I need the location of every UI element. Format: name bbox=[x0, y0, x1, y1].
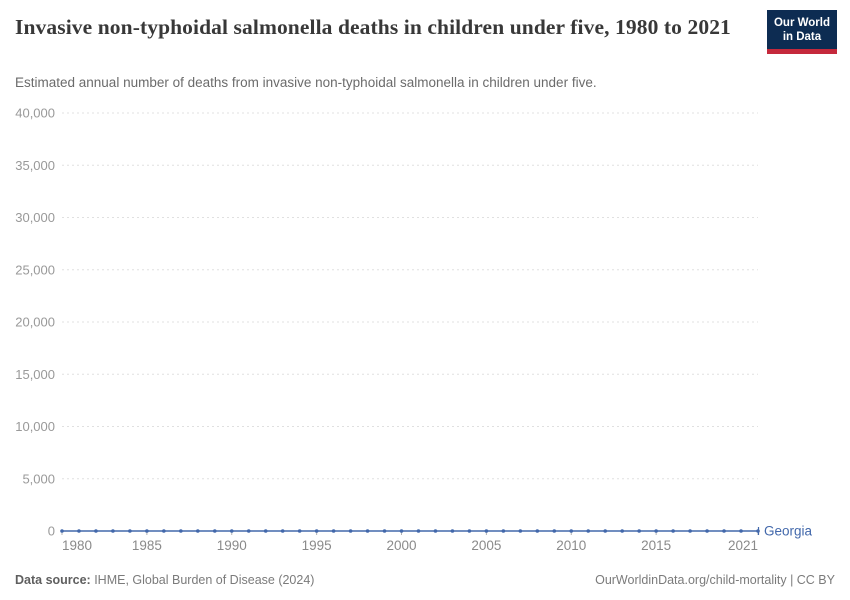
x-axis-tick-label: 2010 bbox=[556, 538, 586, 553]
x-axis-tick-label: 2005 bbox=[471, 538, 501, 553]
data-point bbox=[501, 529, 506, 533]
data-point bbox=[586, 529, 591, 533]
data-point bbox=[467, 529, 472, 533]
data-point bbox=[518, 529, 523, 533]
y-axis-tick-label: 35,000 bbox=[15, 158, 55, 173]
data-point bbox=[128, 529, 132, 533]
y-axis-tick-label: 15,000 bbox=[15, 367, 55, 382]
data-point bbox=[348, 529, 353, 533]
chart-title: Invasive non-typhoidal salmonella deaths… bbox=[15, 15, 731, 39]
data-point bbox=[535, 529, 540, 533]
data-point bbox=[739, 529, 743, 533]
data-point bbox=[229, 529, 234, 533]
x-axis-tick-label: 2000 bbox=[386, 538, 416, 553]
data-source: Data source: IHME, Global Burden of Dise… bbox=[15, 573, 314, 587]
data-point bbox=[365, 529, 370, 533]
x-axis-tick-label: 1995 bbox=[302, 538, 332, 553]
data-source-value: IHME, Global Burden of Disease (2024) bbox=[90, 573, 315, 587]
data-point bbox=[94, 529, 98, 533]
y-axis-tick-label: 0 bbox=[48, 524, 55, 539]
x-axis-tick-label: 1985 bbox=[132, 538, 162, 553]
x-axis-tick-label: 2015 bbox=[641, 538, 671, 553]
y-axis-tick-label: 10,000 bbox=[15, 419, 55, 434]
footer: Data source: IHME, Global Burden of Dise… bbox=[15, 573, 835, 587]
x-axis-tick-label: 1990 bbox=[217, 538, 247, 553]
data-point bbox=[705, 529, 709, 533]
data-point bbox=[620, 529, 624, 533]
y-axis-tick-label: 5,000 bbox=[22, 471, 55, 486]
y-axis-tick-label: 20,000 bbox=[15, 315, 55, 330]
data-point bbox=[637, 529, 641, 533]
data-point bbox=[654, 529, 658, 533]
data-point bbox=[280, 529, 285, 533]
data-point bbox=[297, 529, 302, 533]
owid-logo-line2: in Data bbox=[782, 31, 822, 44]
y-axis-tick-label: 25,000 bbox=[15, 262, 55, 277]
data-point bbox=[450, 529, 455, 533]
data-point bbox=[162, 529, 166, 533]
x-axis-tick-label: 2021 bbox=[728, 538, 758, 553]
data-point bbox=[331, 529, 336, 533]
y-axis-tick-label: 40,000 bbox=[15, 106, 55, 121]
data-point bbox=[196, 529, 200, 533]
series-label-georgia[interactable]: Georgia bbox=[764, 524, 813, 539]
owid-logo-line1: Our World bbox=[773, 17, 830, 29]
data-source-label: Data source: bbox=[15, 573, 91, 587]
data-point bbox=[416, 529, 421, 533]
data-point bbox=[60, 529, 64, 533]
data-point bbox=[179, 529, 183, 533]
data-point bbox=[433, 529, 438, 533]
data-point bbox=[552, 529, 557, 533]
data-point bbox=[688, 529, 692, 533]
data-point bbox=[263, 529, 268, 533]
data-point bbox=[603, 529, 608, 533]
x-axis-tick-label: 1980 bbox=[62, 538, 92, 553]
data-point bbox=[671, 529, 675, 533]
data-point bbox=[145, 529, 149, 533]
owid-logo[interactable]: Our World in Data bbox=[766, 10, 837, 54]
data-point bbox=[484, 529, 489, 533]
data-point bbox=[111, 529, 115, 533]
data-point bbox=[569, 529, 574, 533]
data-point bbox=[399, 529, 404, 533]
data-point bbox=[382, 529, 387, 533]
data-point bbox=[314, 529, 319, 533]
data-point bbox=[722, 529, 726, 533]
data-point bbox=[77, 529, 81, 533]
chart-subtitle: Estimated annual number of deaths from i… bbox=[15, 75, 597, 90]
data-point bbox=[246, 529, 251, 533]
footer-link[interactable]: OurWorldinData.org/child-mortality | CC … bbox=[595, 573, 835, 587]
data-point bbox=[212, 529, 217, 533]
y-axis-tick-label: 30,000 bbox=[15, 210, 55, 225]
